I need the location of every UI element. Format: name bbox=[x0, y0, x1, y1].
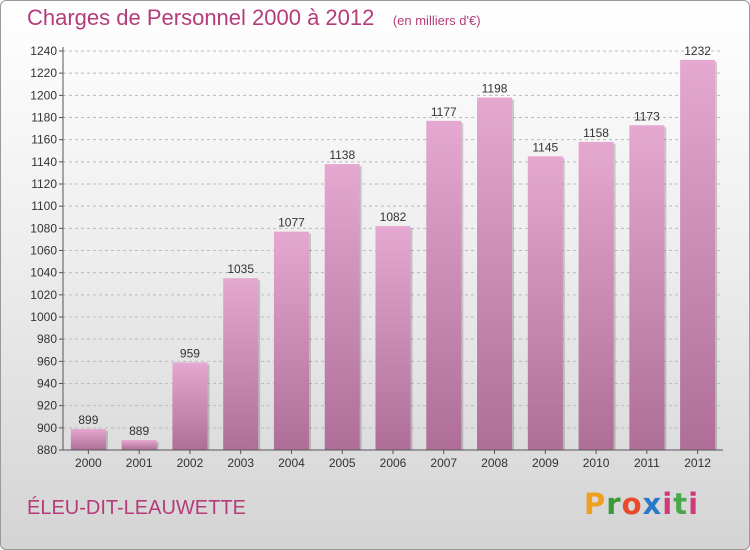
x-tick-label: 2012 bbox=[684, 456, 711, 470]
y-tick-label: 1040 bbox=[30, 266, 57, 280]
y-tick-label: 940 bbox=[37, 377, 57, 391]
x-tick-label: 2005 bbox=[329, 456, 356, 470]
x-tick-label: 2009 bbox=[532, 456, 559, 470]
x-tick-label: 2001 bbox=[126, 456, 153, 470]
chart-title: Charges de Personnel 2000 à 2012 bbox=[27, 5, 375, 30]
y-tick-label: 1020 bbox=[30, 288, 57, 302]
y-tick-label: 1180 bbox=[31, 111, 57, 125]
x-tick-label: 2000 bbox=[75, 456, 102, 470]
x-tick-label: 2002 bbox=[177, 456, 204, 470]
y-tick-label: 960 bbox=[37, 354, 57, 368]
x-tick-label: 2010 bbox=[583, 456, 610, 470]
x-tick-label: 2004 bbox=[278, 456, 305, 470]
bar bbox=[527, 156, 563, 450]
bar-value-label: 889 bbox=[129, 424, 149, 438]
bars-layer: 899 889 959 1035 1077 1138 1082 1177 1198 1145 115… bbox=[70, 44, 718, 451]
bar-value-label: 1138 bbox=[329, 148, 355, 162]
y-tick-label: 900 bbox=[37, 421, 57, 435]
y-tick-label: 1120 bbox=[31, 177, 57, 191]
bar-value-label: 899 bbox=[78, 413, 98, 427]
x-tick-label: 2008 bbox=[481, 456, 508, 470]
bar bbox=[680, 59, 716, 450]
y-tick-label: 1200 bbox=[30, 88, 57, 102]
y-tick-label: 920 bbox=[37, 399, 57, 413]
y-tick-label: 1220 bbox=[30, 66, 57, 80]
bar bbox=[578, 141, 614, 450]
bar bbox=[426, 120, 462, 450]
bar-value-label: 1158 bbox=[583, 126, 609, 140]
bar bbox=[172, 362, 208, 450]
bar-value-label: 1035 bbox=[227, 262, 254, 276]
y-tick-label: 980 bbox=[37, 332, 57, 346]
bar-value-label: 1232 bbox=[684, 44, 711, 58]
y-tick-label: 1000 bbox=[30, 310, 57, 324]
y-tick-label: 1240 bbox=[30, 44, 57, 58]
bar-value-label: 1145 bbox=[532, 140, 558, 154]
bar bbox=[324, 164, 360, 451]
y-tick-label: 1140 bbox=[31, 155, 57, 169]
bar-value-label: 1177 bbox=[431, 105, 457, 119]
proxiti-logo: Proxiti bbox=[584, 487, 700, 521]
bar bbox=[629, 125, 665, 450]
title-line: Charges de Personnel 2000 à 2012 (en mil… bbox=[27, 5, 481, 31]
bar bbox=[70, 428, 106, 450]
commune-name: ÉLEU-DIT-LEAUWETTE bbox=[27, 497, 246, 519]
x-tick-label: 2011 bbox=[634, 456, 660, 470]
x-tick-label: 2003 bbox=[227, 456, 254, 470]
chart-subtitle: (en milliers d'€) bbox=[392, 13, 481, 28]
y-tick-label: 1100 bbox=[31, 199, 57, 213]
y-tick-label: 1160 bbox=[31, 133, 57, 147]
bar-value-label: 1077 bbox=[278, 216, 305, 230]
x-tick-label: 2007 bbox=[430, 456, 457, 470]
axis-layer: 880 900 920 940 960 980 1000 1020 1040 1060 1080 11… bbox=[30, 44, 723, 470]
bar-value-label: 1082 bbox=[380, 210, 407, 224]
bar bbox=[223, 278, 259, 450]
y-tick-label: 1080 bbox=[30, 221, 57, 235]
bar bbox=[273, 231, 309, 450]
bar-value-label: 959 bbox=[180, 346, 200, 360]
bar-value-label: 1198 bbox=[482, 82, 508, 96]
bar bbox=[375, 226, 411, 450]
bar bbox=[477, 97, 513, 451]
y-tick-label: 1060 bbox=[30, 244, 57, 258]
y-tick-label: 880 bbox=[37, 443, 57, 457]
bar bbox=[121, 440, 157, 450]
x-tick-label: 2006 bbox=[380, 456, 407, 470]
bar-value-label: 1173 bbox=[634, 109, 660, 123]
